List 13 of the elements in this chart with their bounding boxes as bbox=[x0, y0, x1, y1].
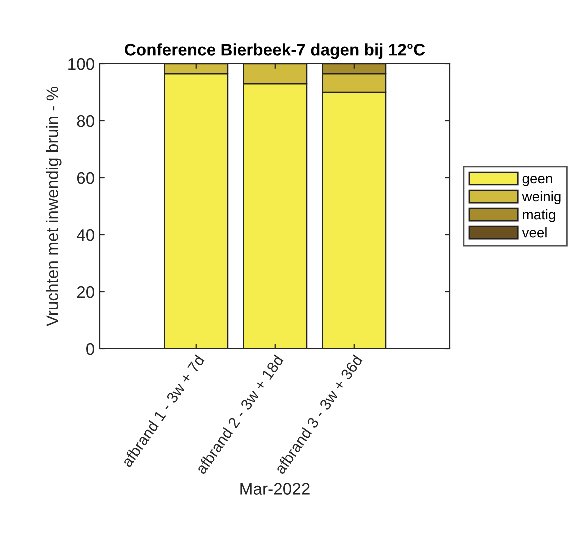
y-tick-label: 60 bbox=[77, 172, 94, 184]
y-tick-label: 20 bbox=[77, 286, 94, 298]
y-tick-label: 80 bbox=[77, 115, 94, 128]
x-axis-title: Mar-2022 bbox=[240, 483, 310, 495]
y-tick-label: 0 bbox=[86, 343, 94, 356]
legend-label: veel bbox=[522, 228, 547, 238]
legend-label: matig bbox=[523, 209, 556, 222]
y-tick-label: 40 bbox=[76, 229, 94, 242]
y-axis-title: Vruchten met inwendig bruin - % bbox=[46, 86, 62, 327]
legend-label: geen bbox=[522, 176, 552, 186]
legend-label: weinig bbox=[522, 191, 561, 204]
chart-title: Conference Bierbeek-7 dagen bij 12°C bbox=[125, 44, 426, 60]
y-tick-label: 100 bbox=[68, 58, 94, 70]
